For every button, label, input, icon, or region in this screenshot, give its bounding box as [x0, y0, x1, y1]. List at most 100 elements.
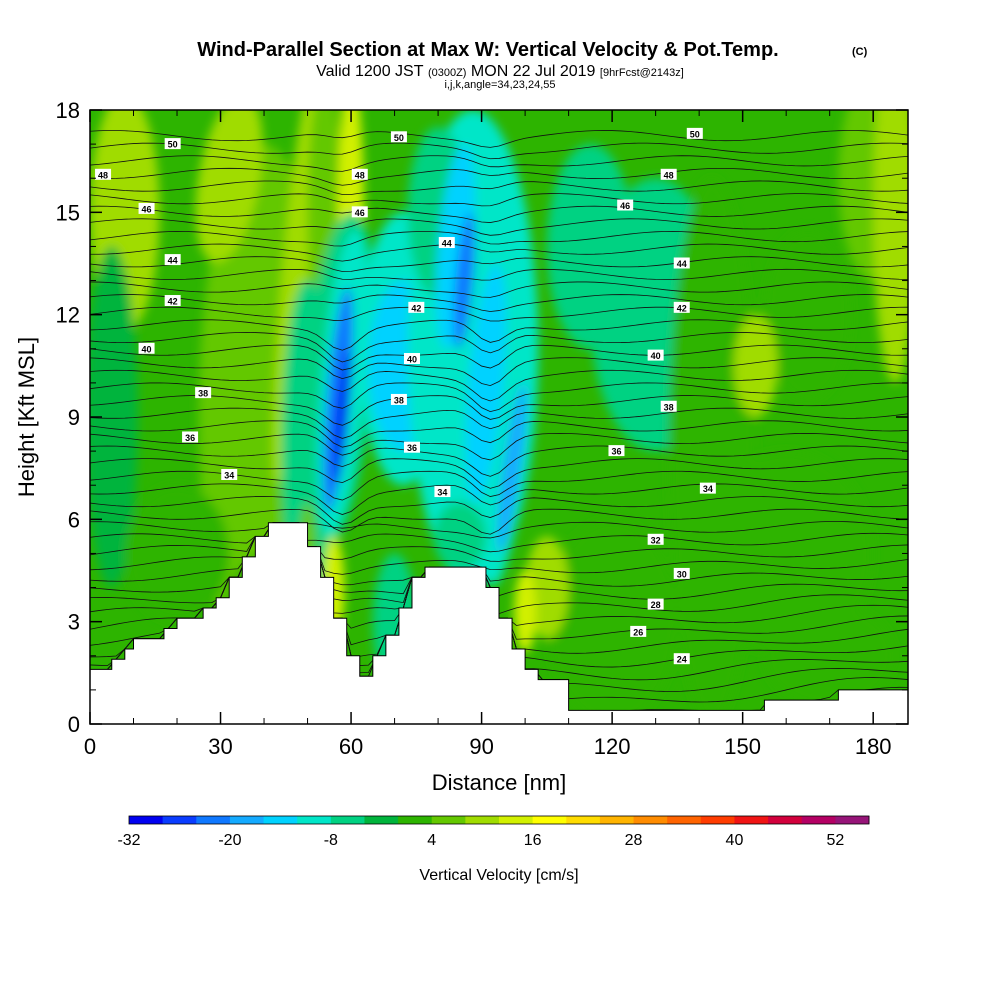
contour-label-box — [138, 342, 155, 354]
contour-label-36: 36 — [403, 441, 420, 453]
contour-label-box — [630, 625, 647, 637]
contour-label-box — [164, 295, 181, 307]
isentrope-line — [90, 332, 908, 363]
contour-label-text: 48 — [98, 170, 108, 180]
colorbar-swatch — [566, 816, 601, 824]
colorbar-tick-label: -32 — [117, 832, 140, 849]
colorbar-swatch — [599, 816, 635, 824]
colorbar-frame — [128, 815, 870, 825]
contour-label-34: 34 — [434, 486, 451, 498]
velocity-cell — [733, 314, 778, 418]
contour-label-text: 48 — [355, 170, 365, 180]
contour-label-box — [434, 486, 451, 498]
contour-label-box — [686, 127, 703, 139]
valid-time-line: Valid 1200 JST (0300Z) MON 22 Jul 2019 [… — [316, 63, 684, 80]
colorbar-swatch — [129, 816, 164, 824]
colorbar-swatch — [734, 816, 769, 824]
isentrope-line — [90, 155, 908, 172]
contour-label-text: 40 — [407, 355, 417, 365]
colorbar-swatch — [532, 816, 567, 824]
isentrope-line — [90, 508, 908, 535]
contour-label-text: 44 — [677, 259, 687, 269]
colorbar-swatch — [297, 816, 332, 824]
contour-label-42: 42 — [164, 295, 181, 307]
colorbar-swatch — [700, 816, 735, 824]
y-tick-label: 3 — [68, 610, 80, 635]
isentrope-line — [90, 294, 908, 312]
contour-label-text: 40 — [651, 351, 661, 361]
contour-label-box — [351, 206, 368, 218]
colorbar-tick-label: 16 — [524, 832, 542, 849]
grid-indices: i,j,k,angle=34,23,24,55 — [444, 79, 555, 91]
contour-label-text: 42 — [411, 303, 421, 313]
isentrope-line — [90, 432, 908, 461]
y-tick-label: 0 — [68, 712, 80, 737]
isentrope-line — [90, 369, 908, 402]
colorbar-swatch — [667, 816, 702, 824]
contour-label-50: 50 — [390, 131, 407, 143]
contour-label-50: 50 — [686, 127, 703, 139]
velocity-cell — [514, 570, 536, 653]
colorbar-swatch — [431, 816, 466, 824]
contour-label-box — [660, 400, 677, 412]
isentrope-line — [90, 344, 908, 371]
contour-label-40: 40 — [647, 349, 664, 361]
contour-label-box — [221, 468, 238, 480]
contour-label-box — [403, 353, 420, 365]
contour-label-34: 34 — [699, 482, 716, 494]
contour-label-box — [195, 387, 212, 399]
contour-label-42: 42 — [673, 301, 690, 313]
velocity-cell — [465, 263, 507, 502]
contour-label-box — [351, 168, 368, 180]
x-tick-label: 120 — [594, 734, 631, 759]
contour-label-28: 28 — [647, 598, 664, 610]
contour-label-text: 40 — [142, 344, 152, 354]
isentrope-line — [90, 445, 908, 477]
contour-label-text: 28 — [651, 600, 661, 610]
colorbar-tick-label: -20 — [218, 832, 241, 849]
contour-label-24: 24 — [673, 653, 690, 665]
valid-utc: (0300Z) — [428, 67, 467, 79]
velocity-cell — [90, 246, 138, 588]
contour-label-box — [673, 567, 690, 579]
contour-label-text: 34 — [703, 484, 713, 494]
contour-label-text: 36 — [611, 447, 621, 457]
colorbar-tick-label: -8 — [324, 832, 338, 849]
isentrope-line — [90, 382, 908, 413]
isentrope-line — [90, 218, 908, 236]
contour-label-text: 44 — [442, 239, 452, 249]
contour-label-text: 38 — [198, 389, 208, 399]
colorbar-swatch — [835, 816, 870, 824]
x-tick-label: 60 — [339, 734, 363, 759]
isentrope-line — [90, 243, 908, 262]
contour-label-44: 44 — [164, 254, 181, 266]
isentrope-line — [90, 193, 908, 207]
x-tick-label: 180 — [855, 734, 892, 759]
contour-label-36: 36 — [182, 431, 199, 443]
contour-label-text: 24 — [677, 655, 687, 665]
contour-label-text: 50 — [690, 129, 700, 139]
velocity-cell — [334, 349, 351, 485]
contour-label-48: 48 — [660, 168, 677, 180]
contour-label-box — [164, 254, 181, 266]
isentrope-line — [90, 395, 908, 426]
colorbar-swatch — [196, 816, 231, 824]
contour-label-text: 32 — [651, 535, 661, 545]
contour-label-box — [390, 393, 407, 405]
x-tick-label: 0 — [84, 734, 96, 759]
isentrope-line — [90, 357, 908, 387]
contour-label-text: 42 — [677, 303, 687, 313]
vertical-velocity-field — [90, 110, 908, 724]
contour-label-text: 30 — [677, 569, 687, 579]
velocity-cell — [195, 110, 263, 263]
colorbar-swatch — [801, 816, 836, 824]
colorbar-tick-label: 40 — [726, 832, 744, 849]
y-tick-label: 12 — [56, 303, 80, 328]
isentrope-line — [90, 458, 908, 489]
contour-label-text: 38 — [394, 395, 404, 405]
contour-label-text: 36 — [185, 433, 195, 443]
x-tick-label: 150 — [724, 734, 761, 759]
y-axis-label: Height [Kft MSL] — [14, 337, 39, 497]
isentrope-line — [90, 522, 908, 562]
